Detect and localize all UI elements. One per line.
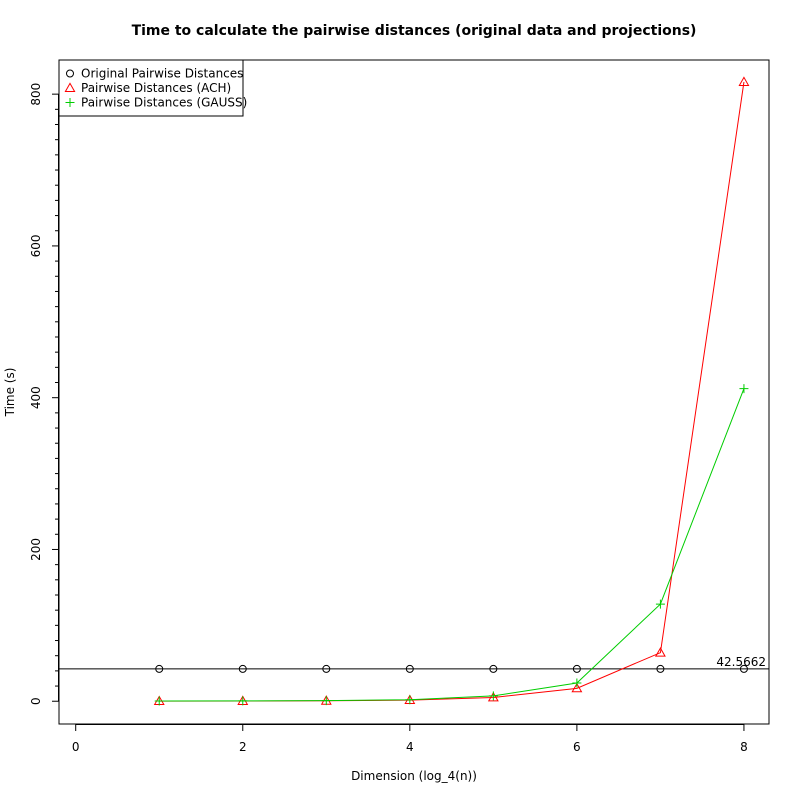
data-point xyxy=(654,647,666,657)
data-point xyxy=(321,696,331,706)
data-point xyxy=(489,664,498,673)
legend-marker xyxy=(66,69,74,78)
reference-line-group: 42.5662 xyxy=(59,655,769,670)
data-point xyxy=(238,664,247,673)
data-point xyxy=(238,696,248,706)
legend-entry: Original Pairwise Distances xyxy=(81,67,243,81)
series-2 xyxy=(154,384,749,706)
data-point xyxy=(571,682,583,693)
data-point xyxy=(405,695,415,705)
chart-title: Time to calculate the pairwise distances… xyxy=(132,23,697,39)
legend-entry: Pairwise Distances (GAUSS) xyxy=(81,96,247,110)
data-point xyxy=(656,664,665,673)
data-point xyxy=(322,664,331,673)
legend-marker xyxy=(65,98,75,107)
y-axis-label: Time (s) xyxy=(3,368,17,418)
y-tick-label: 400 xyxy=(29,386,43,409)
x-tick-label: 4 xyxy=(406,740,414,754)
series-group xyxy=(153,76,750,706)
data-point xyxy=(572,678,582,688)
x-tick-label: 0 xyxy=(72,740,80,754)
data-point xyxy=(155,664,164,673)
legend-box xyxy=(58,59,244,117)
data-point xyxy=(487,691,499,702)
x-axis-label: Dimension (log_4(n)) xyxy=(351,769,477,783)
data-point xyxy=(655,599,665,609)
x-tick-label: 8 xyxy=(740,740,748,754)
y-tick-label: 800 xyxy=(29,83,43,106)
plot-area-border xyxy=(58,59,770,725)
series-line xyxy=(159,388,745,702)
data-point xyxy=(738,76,750,86)
data-point xyxy=(488,691,498,701)
legend-entry: Pairwise Distances (ACH) xyxy=(81,81,231,95)
series-1 xyxy=(153,76,750,706)
data-point xyxy=(154,696,164,706)
data-point xyxy=(572,664,581,673)
reference-line-label: 42.5662 xyxy=(716,655,766,669)
series-0 xyxy=(155,664,748,673)
legend-marker xyxy=(64,82,76,92)
y-tick-label: 600 xyxy=(29,234,43,257)
y-axis: 0 200 400 600 800 xyxy=(29,83,59,705)
data-point xyxy=(405,664,414,673)
data-point xyxy=(739,664,748,673)
x-tick-label: 2 xyxy=(239,740,247,754)
y-tick-label: 0 xyxy=(29,697,43,705)
x-axis: 0 2 4 6 8 xyxy=(72,724,748,754)
x-tick-label: 6 xyxy=(573,740,581,754)
y-tick-label: 200 xyxy=(29,538,43,561)
data-point xyxy=(739,384,749,394)
